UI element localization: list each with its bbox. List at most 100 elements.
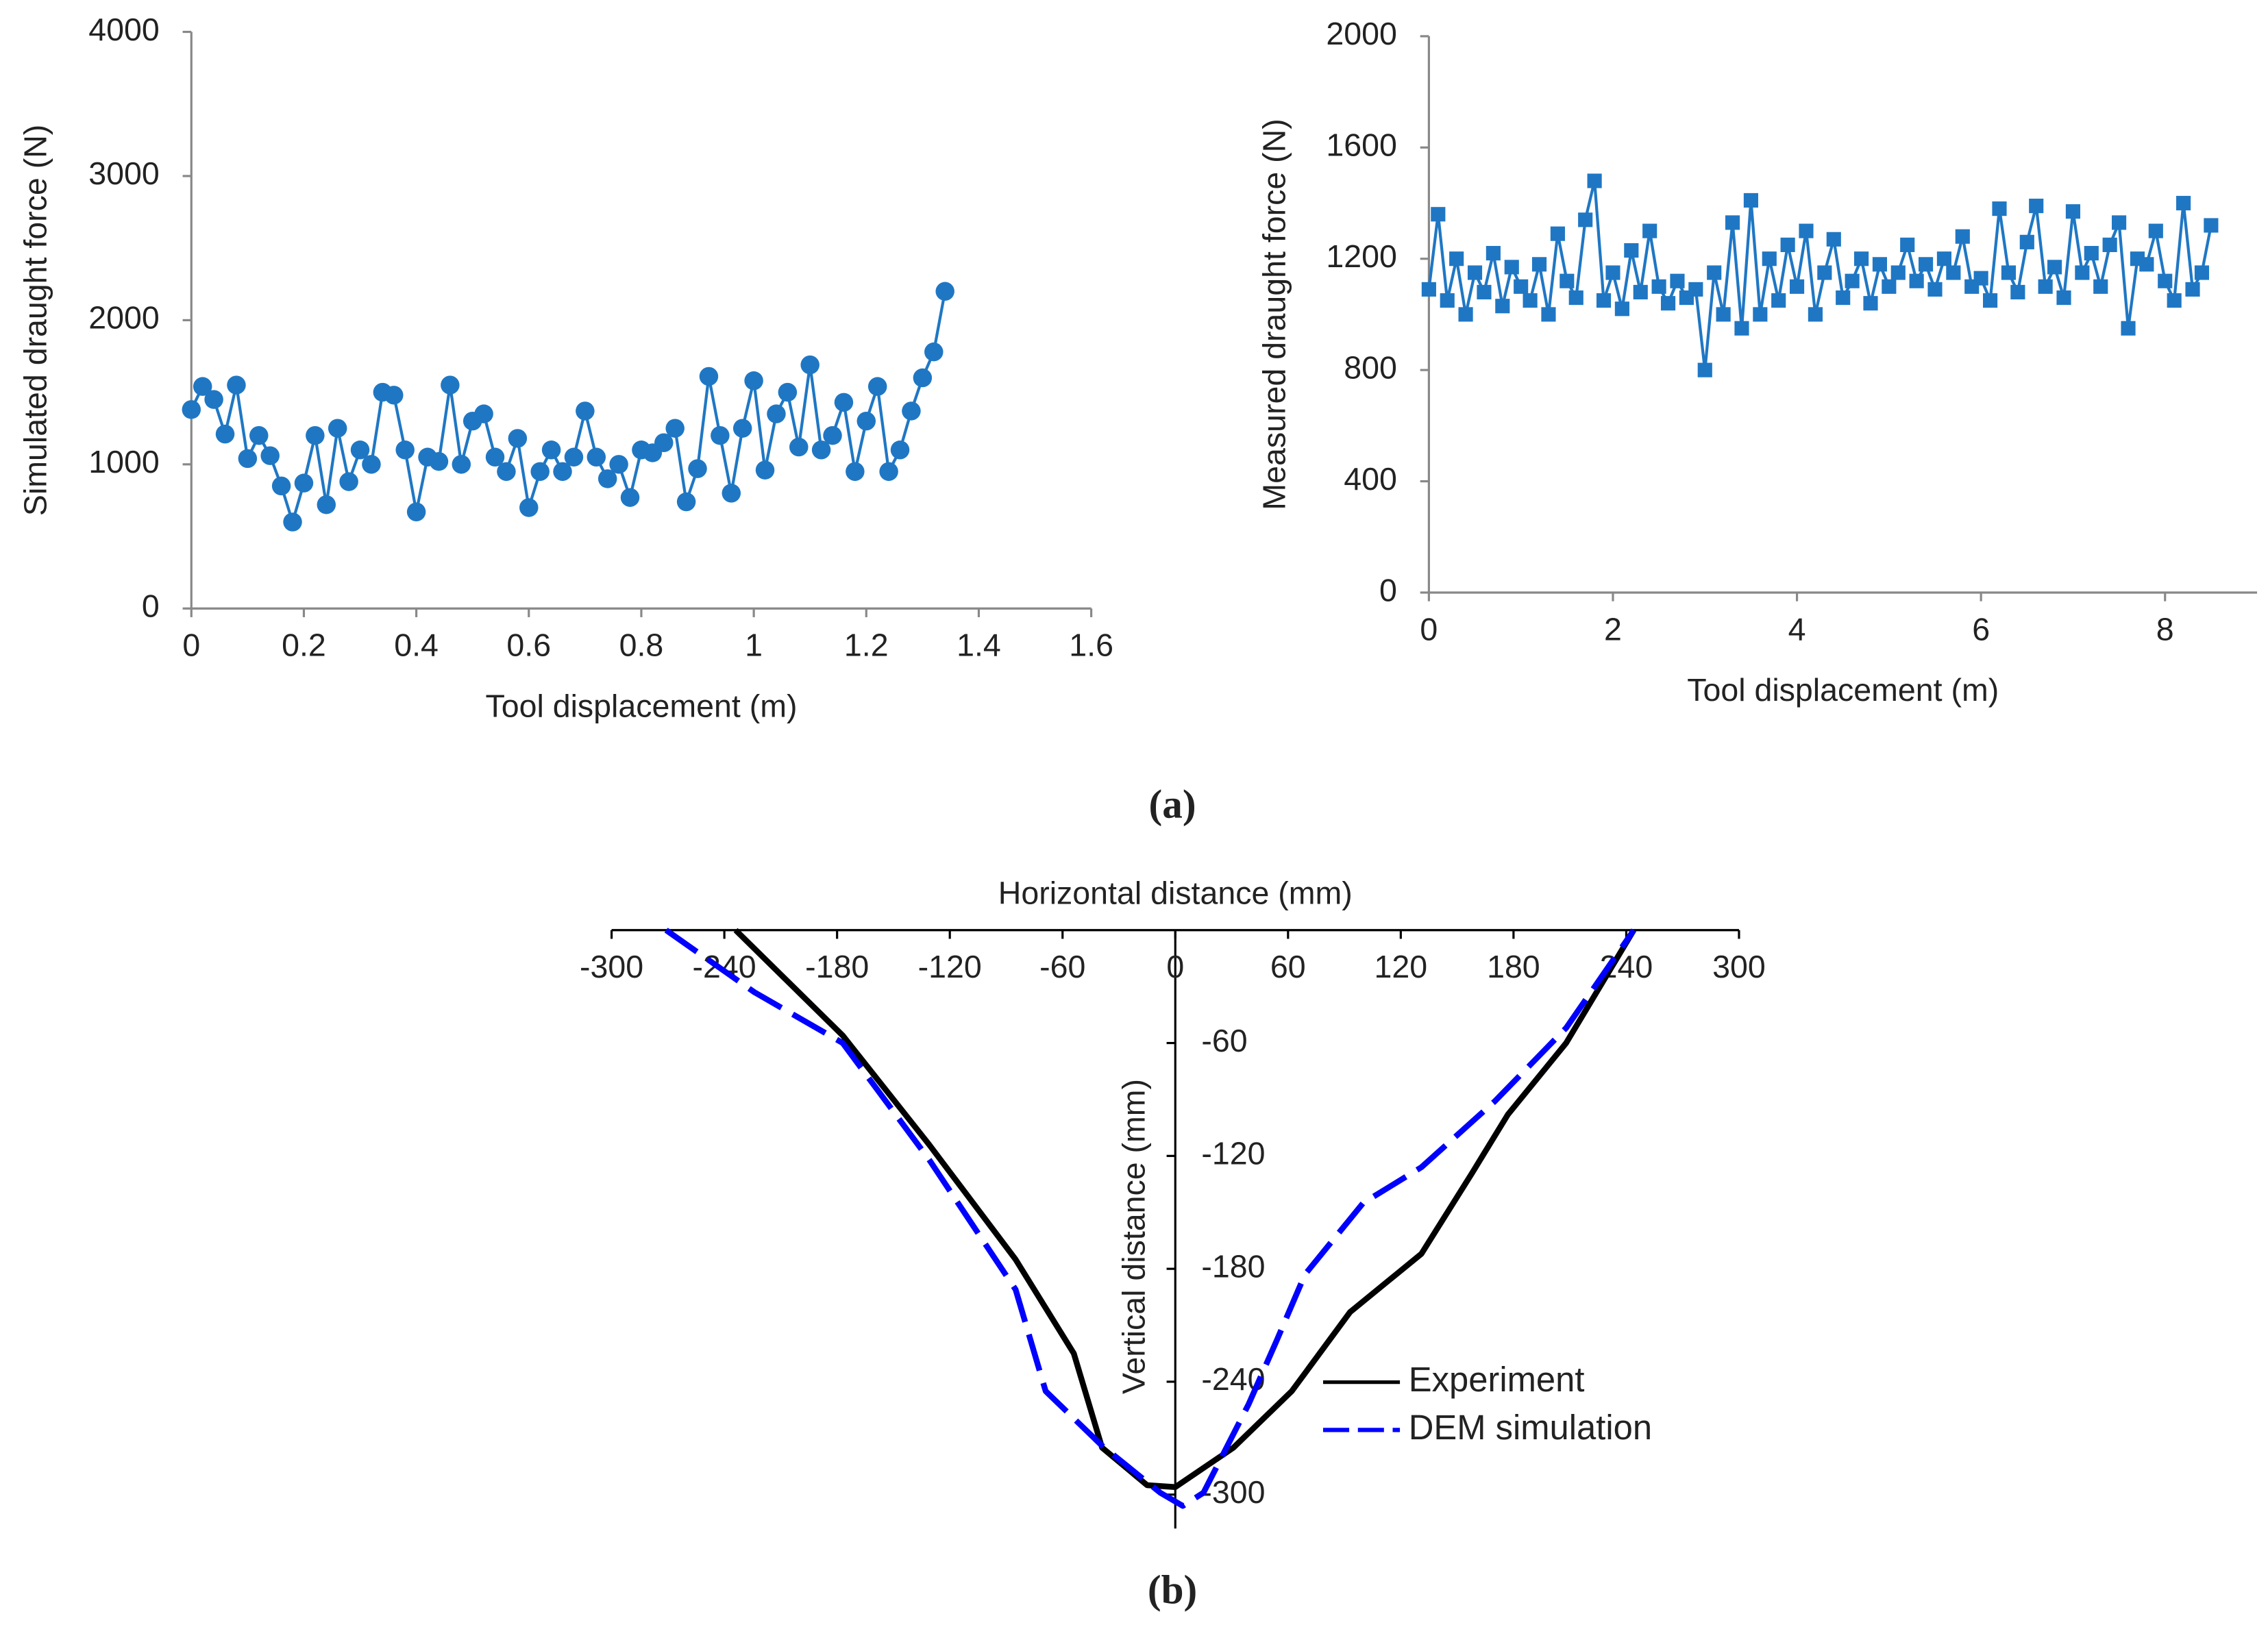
marker xyxy=(1523,293,1538,308)
marker xyxy=(1486,246,1501,261)
y-tick-label: 1600 xyxy=(1326,127,1396,163)
marker xyxy=(2185,282,2200,297)
marker xyxy=(384,386,404,405)
marker xyxy=(1853,251,1869,266)
marker xyxy=(924,342,944,362)
panel-label: (a) xyxy=(1149,782,1196,827)
marker xyxy=(519,498,539,517)
marker xyxy=(1743,192,1758,208)
data-line xyxy=(733,928,1637,1490)
y-tick-label: -60 xyxy=(1201,1023,1247,1058)
marker xyxy=(587,447,606,467)
marker xyxy=(1872,257,1887,272)
marker xyxy=(1771,293,1786,308)
x-tick-label: 120 xyxy=(1375,949,1428,984)
marker xyxy=(732,419,752,438)
marker xyxy=(1789,279,1805,294)
y-axis-title: Vertical distance (mm) xyxy=(1115,1079,1151,1394)
x-axis-title: Horizontal distance (mm) xyxy=(998,875,1353,910)
marker xyxy=(1504,260,1519,275)
marker xyxy=(1890,265,1906,280)
x-tick-label: 0.4 xyxy=(394,628,439,663)
y-tick-label: 3000 xyxy=(88,156,159,191)
x-tick-label: -240 xyxy=(693,949,756,984)
marker xyxy=(2139,257,2154,272)
marker xyxy=(2204,218,2219,233)
marker xyxy=(913,368,933,388)
marker xyxy=(2093,279,2108,294)
marker xyxy=(1688,282,1703,297)
y-tick-label: -120 xyxy=(1201,1136,1265,1171)
x-tick-label: 60 xyxy=(1270,949,1306,984)
marker xyxy=(1458,307,1473,322)
y-tick-label: 2000 xyxy=(1326,16,1396,51)
marker xyxy=(1734,321,1749,336)
y-tick-label: 800 xyxy=(1344,349,1397,385)
marker xyxy=(2167,293,2182,308)
marker xyxy=(2112,215,2127,230)
marker xyxy=(1716,307,1731,322)
marker xyxy=(530,462,550,482)
legend-label: DEM simulation xyxy=(1409,1408,1652,1447)
marker xyxy=(2010,284,2025,300)
marker xyxy=(722,484,741,503)
x-axis-title: Tool displacement (m) xyxy=(1687,672,1999,708)
marker xyxy=(1909,273,1924,288)
panel-label: (b) xyxy=(1148,1567,1197,1612)
x-tick-label: 300 xyxy=(1712,949,1766,984)
x-tick-label: 2 xyxy=(1604,611,1622,647)
marker xyxy=(2102,237,2117,252)
marker xyxy=(227,375,246,395)
marker xyxy=(2047,260,2062,275)
marker xyxy=(902,401,921,421)
marker xyxy=(1596,293,1612,308)
data-line xyxy=(664,928,1636,1509)
marker xyxy=(1578,212,1593,227)
y-tick-label: 2000 xyxy=(88,300,159,336)
marker xyxy=(204,390,223,409)
marker xyxy=(834,393,854,412)
marker xyxy=(676,492,696,512)
marker xyxy=(789,437,809,457)
marker xyxy=(755,460,775,480)
marker xyxy=(1936,251,1951,266)
marker xyxy=(1808,307,1823,322)
x-tick-label: 0.8 xyxy=(619,628,664,663)
marker xyxy=(1587,173,1602,188)
marker xyxy=(1817,265,1832,280)
marker xyxy=(1467,265,1483,280)
x-tick-label: 0 xyxy=(1166,949,1184,984)
y-tick-label: -180 xyxy=(1201,1248,1265,1284)
marker xyxy=(441,375,460,395)
marker xyxy=(1541,307,1556,322)
legend-label: Experiment xyxy=(1409,1360,1585,1399)
marker xyxy=(1845,273,1860,288)
marker xyxy=(1642,223,1657,238)
marker xyxy=(2038,279,2053,294)
marker xyxy=(1477,284,1492,300)
x-tick-label: 6 xyxy=(1972,611,1990,647)
marker xyxy=(182,400,201,419)
marker xyxy=(767,404,786,423)
x-tick-label: 1.6 xyxy=(1069,628,1113,663)
marker xyxy=(699,367,719,386)
marker xyxy=(271,476,291,496)
marker xyxy=(1826,232,1841,247)
marker xyxy=(362,455,381,474)
marker xyxy=(406,502,426,522)
marker xyxy=(1955,229,1970,244)
marker xyxy=(339,472,358,491)
marker xyxy=(2148,223,2163,238)
marker xyxy=(2121,321,2136,336)
marker xyxy=(1531,257,1547,272)
marker xyxy=(620,488,640,507)
marker xyxy=(1605,265,1620,280)
marker xyxy=(1836,290,1851,306)
marker xyxy=(1863,296,1878,311)
marker xyxy=(474,404,493,423)
marker xyxy=(508,429,528,448)
marker xyxy=(890,440,910,460)
x-tick-label: 1 xyxy=(745,628,763,663)
marker xyxy=(294,473,314,493)
